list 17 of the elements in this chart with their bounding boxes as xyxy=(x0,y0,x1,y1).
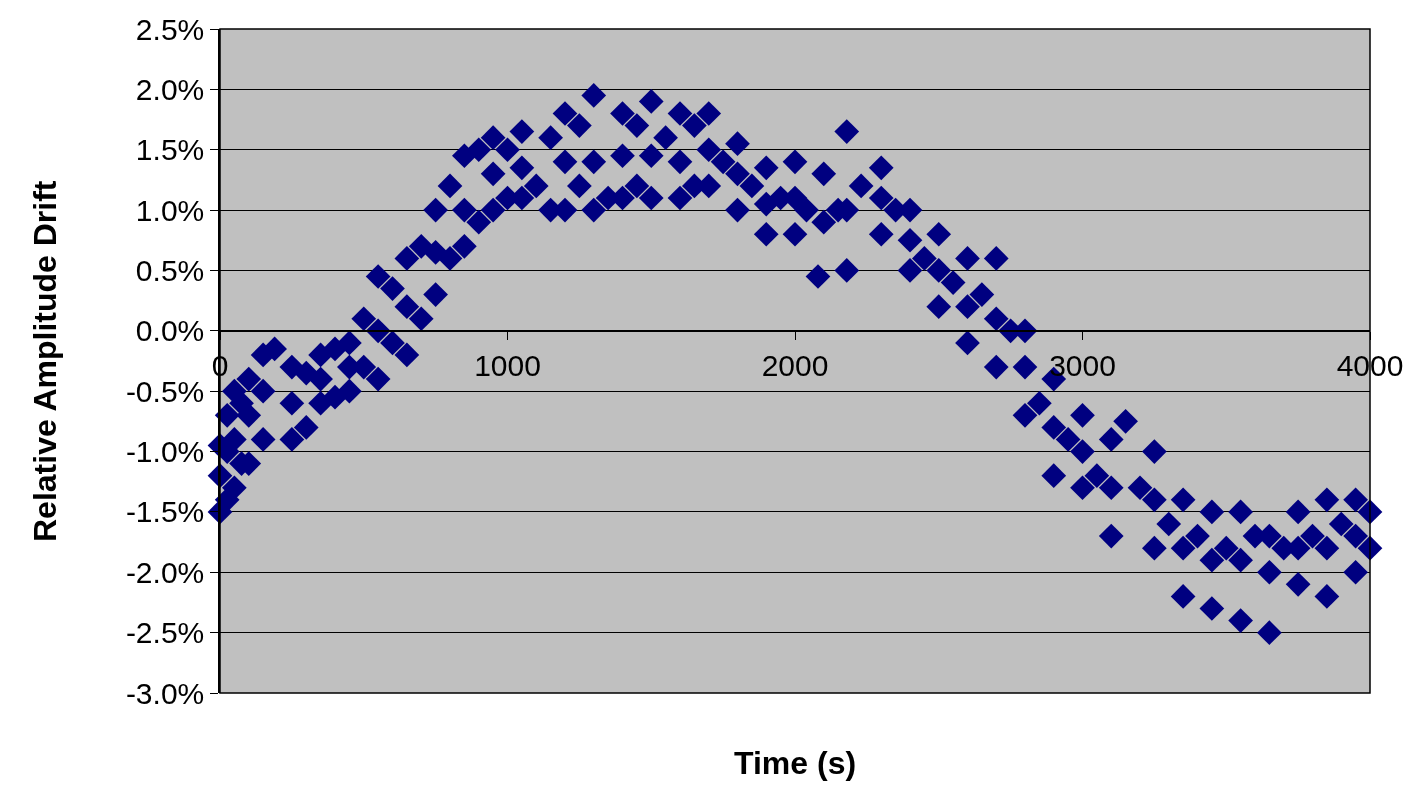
y-tick-label: -2.0% xyxy=(125,555,205,589)
y-tick-label: -3.0% xyxy=(125,676,205,710)
y-tick-label: 2.0% xyxy=(135,72,205,106)
y-tick-label: -1.0% xyxy=(125,435,205,469)
y-tick-label: 0.0% xyxy=(135,314,205,348)
y-tick-label: 2.5% xyxy=(135,12,205,46)
x-tick-label: 3000 xyxy=(1049,348,1116,382)
x-tick-label: 1000 xyxy=(474,348,541,382)
y-tick-label: 0.5% xyxy=(135,253,205,287)
y-tick-label: -1.5% xyxy=(125,495,205,529)
y-tick-label: -0.5% xyxy=(125,374,205,408)
y-tick-label: -2.5% xyxy=(125,616,205,650)
y-tick-label: 1.0% xyxy=(135,193,205,227)
y-tick-label: 1.5% xyxy=(135,133,205,167)
x-tick-label: 2000 xyxy=(761,348,829,382)
y-axis-title: Relative Amplitude Drift xyxy=(27,180,63,542)
x-axis-title: Time (s) xyxy=(734,745,857,781)
